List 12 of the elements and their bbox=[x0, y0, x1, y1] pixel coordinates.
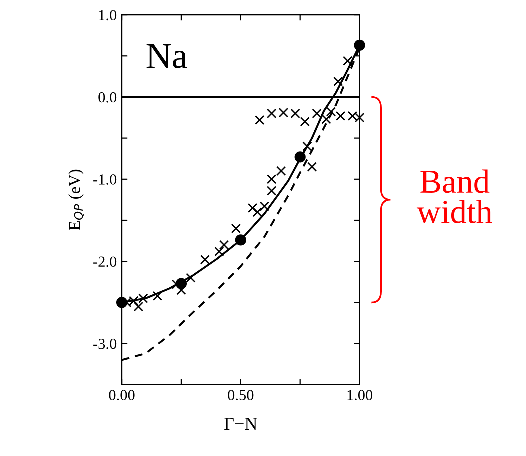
x-axis-title: Γ−N bbox=[224, 418, 258, 430]
x-tick-label: 0.00 bbox=[109, 390, 135, 401]
y-tick-label: -1.0 bbox=[94, 174, 117, 185]
y-tick-label: 1.0 bbox=[99, 10, 117, 21]
y-tick-label: -2.0 bbox=[94, 256, 117, 268]
x-tick-label: 1.00 bbox=[348, 390, 373, 401]
text: Band width bbox=[416, 170, 492, 224]
y-tick-label: -3.0 bbox=[94, 338, 117, 350]
y-tick-label: 0.0 bbox=[98, 92, 117, 103]
y-axis-title: E$_{QP}$ (eV) bbox=[68, 170, 84, 230]
x-tick-label: 0.50 bbox=[228, 390, 254, 401]
annotation: Na bbox=[146, 44, 188, 68]
